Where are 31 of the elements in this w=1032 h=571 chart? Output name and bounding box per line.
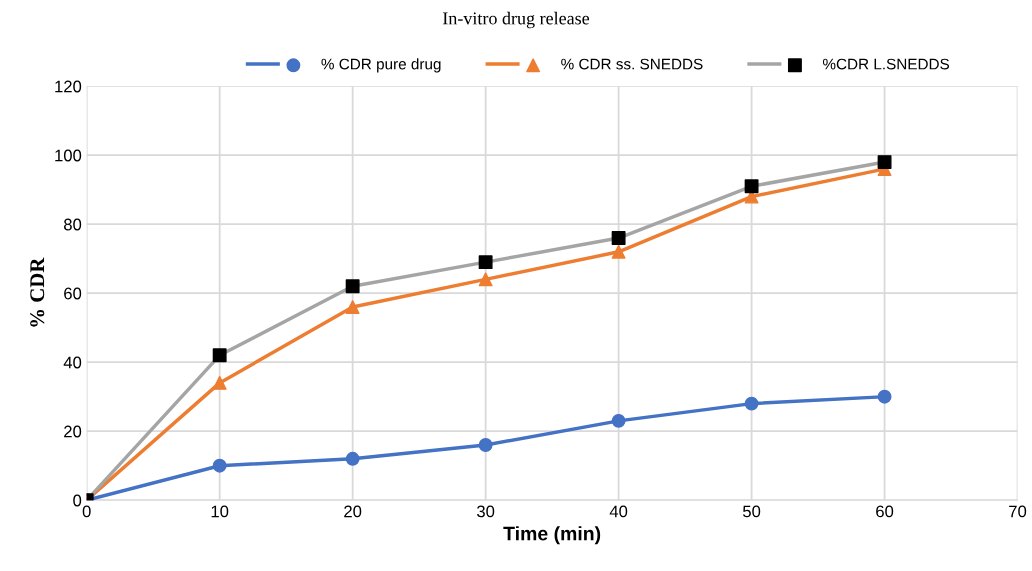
- y-tick-label: 100: [55, 149, 82, 162]
- chart-title: In-vitro drug release: [442, 11, 590, 29]
- point: [345, 279, 360, 294]
- point: [877, 155, 892, 170]
- point: [478, 255, 493, 270]
- x-tick-label: 10: [211, 505, 229, 518]
- x-tick-label: 30: [477, 505, 495, 518]
- point: [611, 231, 626, 245]
- x-tick-label: 40: [609, 505, 628, 518]
- legend-label: %CDR L.SNEDDS: [822, 58, 950, 70]
- y-tick-label: 120: [55, 80, 82, 93]
- point: [478, 272, 493, 287]
- x-tick-label: 20: [344, 505, 362, 518]
- x-tick-label: 0: [82, 505, 91, 518]
- legend-label: % CDR ss. SNEDDS: [561, 58, 703, 70]
- point: [212, 348, 227, 363]
- point: [212, 375, 227, 390]
- y-tick-label: 60: [64, 287, 82, 300]
- x-tick-label: 50: [742, 505, 761, 518]
- y-tick-label: 20: [64, 425, 82, 438]
- x-tick-label: 70: [1009, 505, 1027, 518]
- y-tick-label: 0: [73, 494, 82, 507]
- point: [611, 244, 626, 259]
- y-tick-label: 40: [63, 356, 82, 369]
- y-tick-label: 80: [64, 218, 82, 231]
- point: [345, 300, 360, 314]
- x-tick-label: 60: [876, 505, 894, 518]
- point: [744, 179, 759, 194]
- x-axis-title: Time (min): [503, 526, 601, 545]
- legend-label: % CDR pure drug: [321, 58, 441, 73]
- y-axis-title: % CDR: [30, 257, 45, 327]
